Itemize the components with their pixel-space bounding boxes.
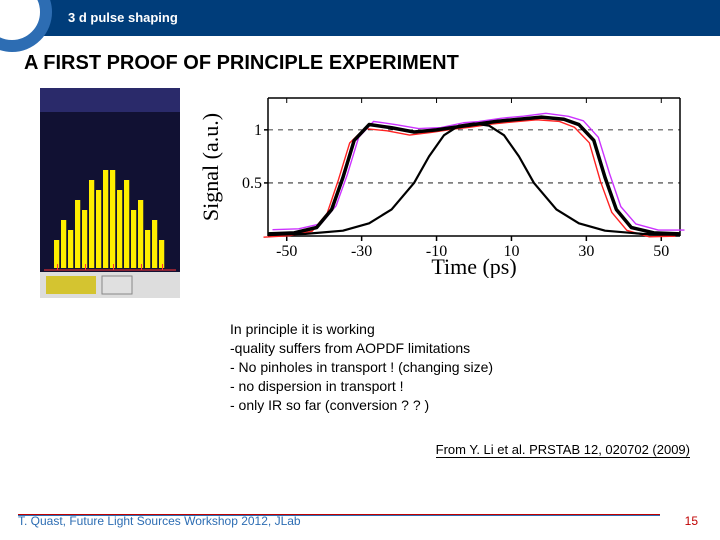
svg-text:Signal (a.u.): Signal (a.u.) [200,113,223,221]
page-title: A FIRST PROOF OF PRINCIPLE EXPERIMENT [24,52,459,75]
svg-text:-30: -30 [351,243,372,260]
citation: From Y. Li et al. PRSTAB 12, 020702 (200… [436,440,690,458]
svg-text:Time (ps): Time (ps) [431,254,516,278]
footer-author: T. Quast, Future Light Sources Workshop … [18,514,301,528]
footer-page-number: 15 [685,514,698,528]
svg-text:50: 50 [653,243,669,260]
citation-text: From Y. Li et al. PRSTAB 12, 020702 (200… [436,442,690,458]
body-line-3: - No pinholes in transport ! (changing s… [230,358,493,377]
header-bar: 3 d pulse shaping [0,0,720,36]
body-line-1: In principle it is working [230,320,493,339]
oscilloscope-svg [40,88,180,298]
svg-text:0.5: 0.5 [242,175,262,192]
header-title: 3 d pulse shaping [68,10,178,25]
body-line-2: -quality suffers from AOPDF limitations [230,339,493,358]
body-text: In principle it is working -quality suff… [230,320,493,414]
svg-text:30: 30 [578,243,594,260]
svg-text:1: 1 [254,122,262,139]
oscilloscope-figure [40,88,180,298]
signal-chart-svg: 0.51-50-30-10103050Time (ps)Signal (a.u.… [200,88,690,278]
svg-text:-50: -50 [276,243,297,260]
body-line-5: - only IR so far (conversion ? ? ) [230,396,493,415]
body-line-4: - no dispersion in transport ! [230,377,493,396]
signal-time-chart: 0.51-50-30-10103050Time (ps)Signal (a.u.… [200,88,690,278]
logo-circle [0,0,52,52]
